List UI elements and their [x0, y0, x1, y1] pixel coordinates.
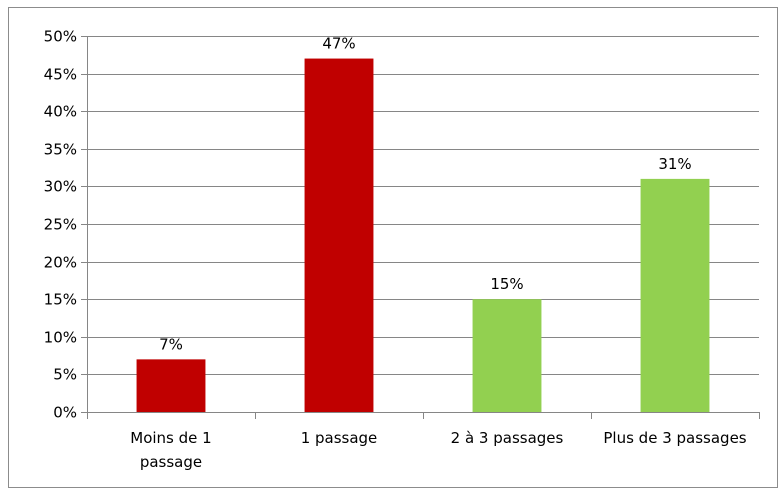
bar	[304, 58, 374, 413]
y-tick-label: 15%	[44, 291, 77, 309]
data-label: 7%	[159, 335, 183, 353]
y-tick-label: 35%	[44, 141, 77, 159]
bars	[136, 58, 710, 413]
data-label: 47%	[322, 35, 355, 53]
y-tick-label: 45%	[44, 66, 77, 84]
data-label: 31%	[658, 155, 691, 173]
y-tick-label: 20%	[44, 254, 77, 272]
x-category-label: Moins de 1 passage	[130, 429, 211, 471]
y-tick-label: 25%	[44, 216, 77, 234]
y-tick-label: 5%	[53, 366, 77, 384]
bar	[136, 359, 206, 412]
bar	[472, 299, 542, 412]
y-tick-label: 0%	[53, 404, 77, 422]
y-tick-label: 40%	[44, 103, 77, 121]
y-tick-label: 10%	[44, 329, 77, 347]
data-label: 15%	[490, 275, 523, 293]
x-category-label: 2 à 3 passages	[451, 429, 564, 447]
y-tick-label: 30%	[44, 178, 77, 196]
axes	[81, 36, 760, 419]
labels: 0% 5% 10% 15% 20% 25% 30% 35% 40% 45% 50% 7% Moins d…	[44, 28, 747, 472]
bar	[640, 178, 710, 412]
y-tick-label: 50%	[44, 28, 77, 46]
x-category-label: Plus de 3 passages	[603, 429, 746, 447]
x-category-label: 1 passage	[301, 429, 378, 447]
